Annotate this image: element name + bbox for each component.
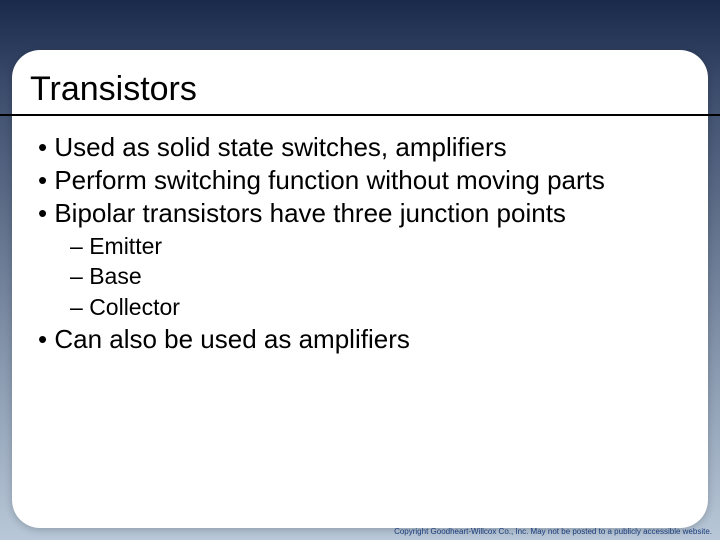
title-underline: [0, 114, 720, 116]
bullet-item: Used as solid state switches, amplifiers: [30, 132, 690, 163]
bullet-subitem: Collector: [30, 293, 690, 322]
bullet-item: Bipolar transistors have three junction …: [30, 198, 690, 229]
bullet-subitem: Emitter: [30, 232, 690, 261]
slide-content: Used as solid state switches, amplifiers…: [30, 132, 690, 357]
copyright-footer: Copyright Goodheart-Willcox Co., Inc. Ma…: [0, 527, 712, 536]
bullet-item: Can also be used as amplifiers: [30, 324, 690, 355]
slide-title: Transistors: [30, 70, 197, 109]
bullet-item: Perform switching function without movin…: [30, 165, 690, 196]
bullet-subitem: Base: [30, 262, 690, 291]
